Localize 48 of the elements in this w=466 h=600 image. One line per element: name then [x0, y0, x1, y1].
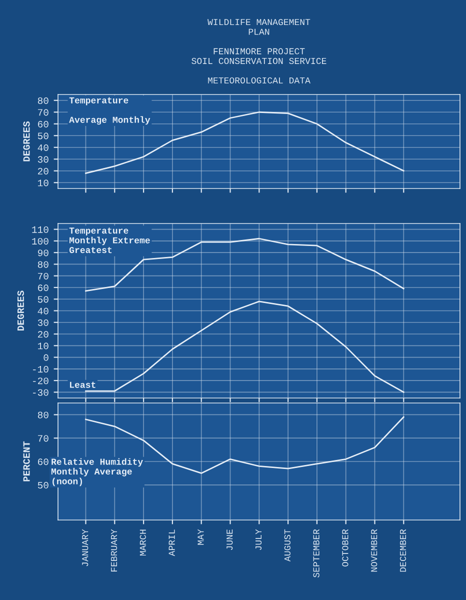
y-tick-label: 80	[38, 97, 48, 104]
x-tick-label: JULY	[256, 529, 262, 550]
y-tick-label: 40	[38, 308, 48, 314]
y-tick-label: 60	[38, 284, 48, 292]
y-tick-label: 20	[38, 168, 48, 174]
chart-title: WILDLIFE MANAGEMENT PLAN	[208, 19, 310, 35]
x-tick-label: NOVEMBER	[371, 529, 378, 572]
x-tick-label: MARCH	[140, 530, 146, 556]
x-tick-label: MAY	[198, 529, 204, 545]
y-tick-label: 60	[38, 120, 48, 128]
y-tick-label: 70	[38, 109, 48, 116]
y-tick-label: -30	[33, 389, 48, 396]
y-tick-label: 40	[38, 144, 48, 151]
y-tick-label: 30	[38, 156, 48, 163]
x-tick-label: JANUARY	[82, 529, 88, 566]
y-tick-label: 110	[32, 226, 48, 233]
y-axis-title: DEGREES	[17, 290, 24, 331]
x-tick-label: OCTOBER	[342, 529, 348, 567]
y-tick-label: 60	[38, 458, 48, 466]
y-tick-label: 20	[38, 331, 48, 338]
series-label: Least	[70, 382, 96, 388]
y-tick-label: 0	[44, 354, 48, 361]
y-axis-title: DEGREES	[23, 121, 30, 162]
text: FENNIMORE PROJECT SOIL CONSERVATION SERVICE METEOROLOGICAL DATA	[192, 48, 326, 84]
x-tick-label: JUNE	[226, 530, 233, 550]
y-tick-label: 50	[38, 132, 48, 140]
y-tick-label: 70	[38, 272, 48, 280]
y-tick-label: 70	[38, 435, 48, 442]
series-label: Relative Humidity Monthly Average (noon)	[51, 458, 143, 486]
y-tick-label: 10	[38, 180, 48, 186]
series-label: Temperature Monthly Extreme Greatest	[69, 228, 150, 254]
x-tick-label: APRIL	[168, 530, 175, 556]
y-tick-label: 80	[38, 261, 48, 268]
y-tick-label: 100	[32, 238, 48, 245]
y-tick-label: -20	[33, 378, 48, 384]
y-tick-label: 80	[38, 412, 48, 418]
y-tick-label: 90	[38, 250, 48, 256]
x-tick-label: AUGUST	[284, 529, 290, 562]
y-tick-label: 50	[38, 482, 48, 489]
x-tick-label: SEPTEMBER	[313, 529, 320, 578]
y-axis-title: PERCENT	[23, 441, 30, 482]
x-tick-label: FEBRUARY	[111, 529, 118, 572]
y-tick-label: 10	[38, 342, 48, 350]
x-tick-label: DECEMBER	[400, 529, 406, 572]
y-tick-label: 30	[38, 319, 48, 326]
y-tick-label: 50	[38, 296, 48, 303]
y-tick-label: -10	[33, 366, 48, 373]
text: Temperature Average Monthly	[69, 97, 150, 125]
